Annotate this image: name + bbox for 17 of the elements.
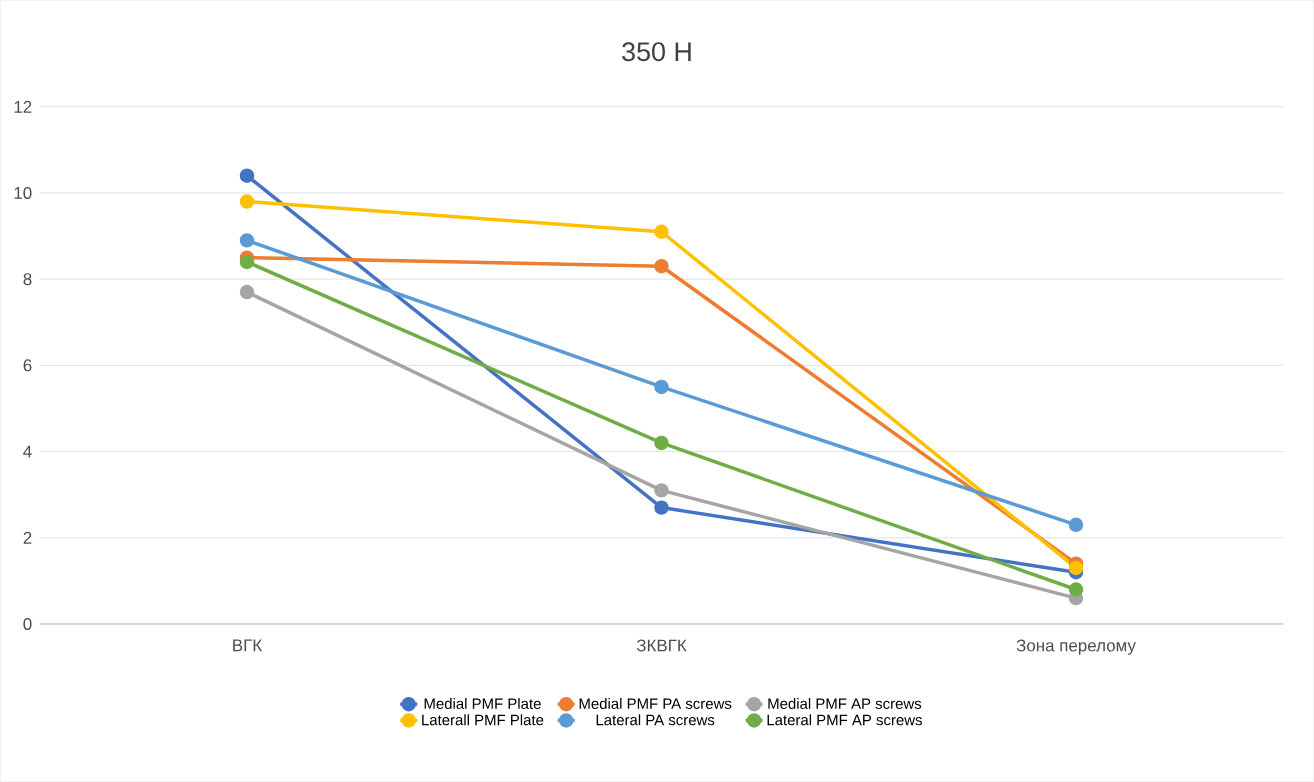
chart-title: 350 Н	[622, 42, 691, 62]
x-tick-label: Зона перелому	[1016, 639, 1136, 655]
legend-label: Lateral PA screws	[596, 714, 715, 726]
legend-label: Lateral PMF AP screws	[767, 714, 922, 726]
y-tick-label: 4	[23, 445, 32, 458]
legend-label: Medial PMF Plate	[424, 698, 541, 710]
legend-label: Medial PMF AP screws	[768, 698, 922, 710]
legend-label: Laterall PMF Plate	[422, 714, 544, 726]
y-tick-label: 10	[14, 187, 32, 200]
y-tick-label: 8	[23, 273, 32, 286]
x-tick-label: ВГК	[233, 639, 263, 652]
y-tick-label: 12	[14, 100, 32, 113]
y-tick-label: 2	[23, 531, 32, 544]
y-tick-label: 6	[23, 359, 32, 372]
x-tick-label: ЗКВГК	[636, 639, 687, 652]
y-tick-label: 0	[23, 618, 32, 631]
legend-label: Medial PMF PA screws	[579, 698, 732, 710]
